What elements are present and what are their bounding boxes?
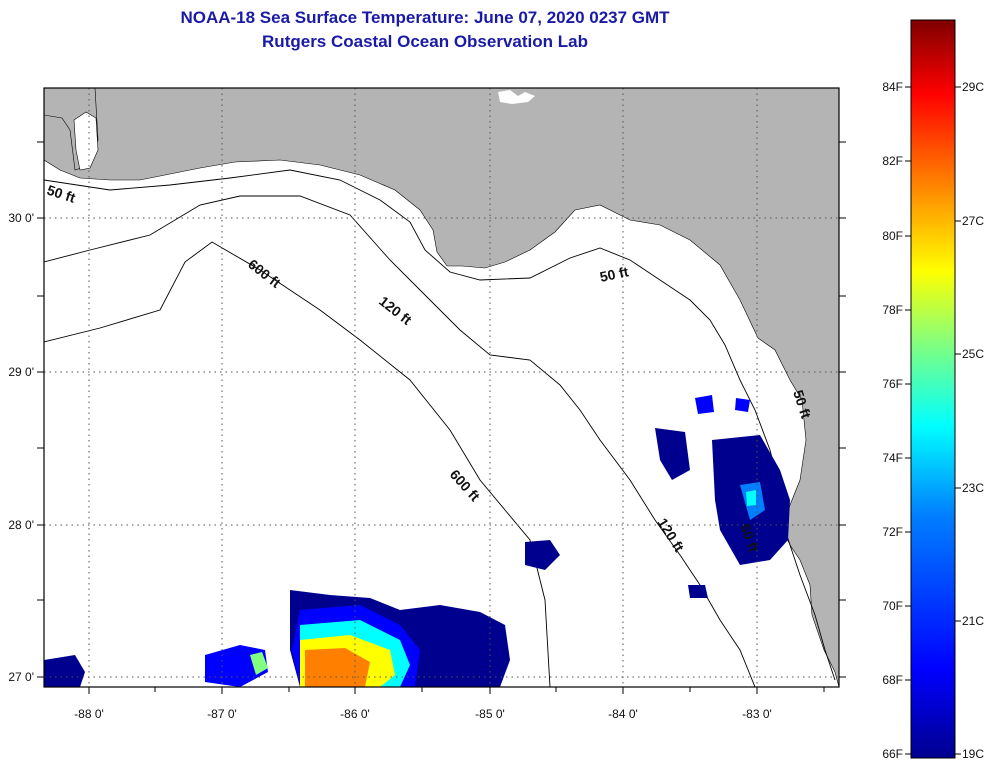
colorbar-c-label: 23C [962, 481, 984, 495]
colorbar-f-label: 68F [882, 673, 903, 687]
colorbar-c-label: 21C [962, 614, 984, 628]
frame-ticks [37, 141, 846, 694]
colorbar-c-label: 25C [962, 347, 984, 361]
graticule [44, 88, 839, 687]
colorbar-c-label: 19C [962, 747, 984, 761]
contour-600ft [44, 241, 551, 687]
map-subtitle: Rutgers Coastal Ocean Observation Lab [262, 32, 588, 51]
lat-label: 30 0' [8, 211, 34, 225]
lon-label: -86 0' [340, 707, 370, 721]
colorbar-f-label: 80F [882, 229, 903, 243]
lon-label: -85 0' [475, 707, 505, 721]
colorbar-f-label: 82F [882, 154, 903, 168]
colorbar-f-label: 72F [882, 525, 903, 539]
colorbar-c-label: 29C [962, 80, 984, 94]
lat-label: 27 0' [8, 670, 34, 684]
lon-label: -87 0' [207, 707, 237, 721]
lat-label: 28 0' [8, 518, 34, 532]
mobile-bay-water [73, 111, 99, 171]
contour-label: 50 ft [598, 263, 630, 285]
lat-label: 29 0' [8, 365, 34, 379]
colorbar-f-label: 74F [882, 451, 903, 465]
inland-lake [498, 90, 535, 104]
colorbar-f-label: 76F [882, 377, 903, 391]
land-mass [44, 88, 839, 687]
colorbar-c-label: 27C [962, 214, 984, 228]
colorbar-f-label: 66F [882, 747, 903, 761]
colorbar-f-label: 70F [882, 599, 903, 613]
lon-label: -88 0' [74, 707, 104, 721]
colorbar-f-label: 78F [882, 303, 903, 317]
map-frame [43, 87, 840, 688]
sst-data-patches [44, 395, 790, 687]
lon-label: -83 0' [742, 707, 772, 721]
colorbar-f-label: 84F [882, 80, 903, 94]
contour-120ft [44, 195, 756, 687]
map-title: NOAA-18 Sea Surface Temperature: June 07… [180, 8, 670, 27]
lon-label: -84 0' [608, 707, 638, 721]
colorbar [910, 19, 956, 759]
colorbar-ticks [905, 86, 961, 755]
